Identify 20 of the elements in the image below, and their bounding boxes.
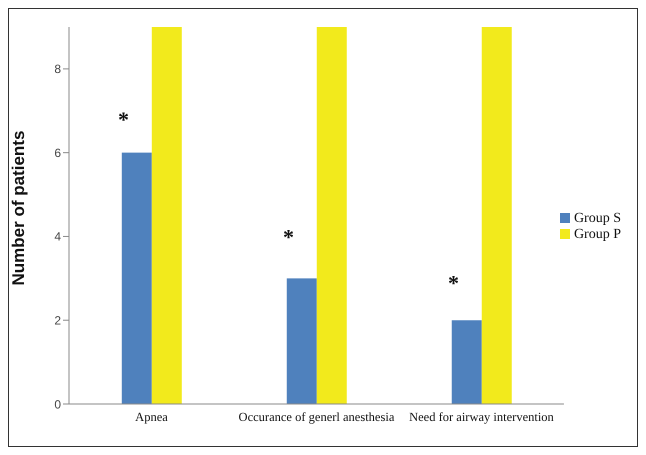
x-tick-label: Apnea (135, 410, 168, 424)
x-tick-label: Need for airway intervention (409, 410, 555, 424)
y-tick-label: 6 (54, 146, 62, 160)
bar (316, 27, 347, 404)
y-tick-label: 0 (54, 397, 62, 412)
bar (452, 320, 482, 404)
x-tick-label: Occurance of generl anesthesia (238, 410, 395, 424)
y-tick-label: 8 (54, 62, 62, 76)
y-axis-title: Number of patients (9, 130, 28, 286)
legend-label: Group P (574, 226, 621, 242)
y-tick-label: 4 (54, 230, 62, 244)
bar (122, 152, 152, 404)
bar (482, 27, 512, 404)
bar (152, 27, 182, 404)
y-tick-label: 2 (54, 313, 62, 328)
annotation: * (118, 106, 129, 132)
annotation: * (282, 224, 294, 250)
annotation: * (448, 270, 459, 296)
bar (286, 278, 317, 404)
legend-label: Group S (574, 210, 621, 226)
